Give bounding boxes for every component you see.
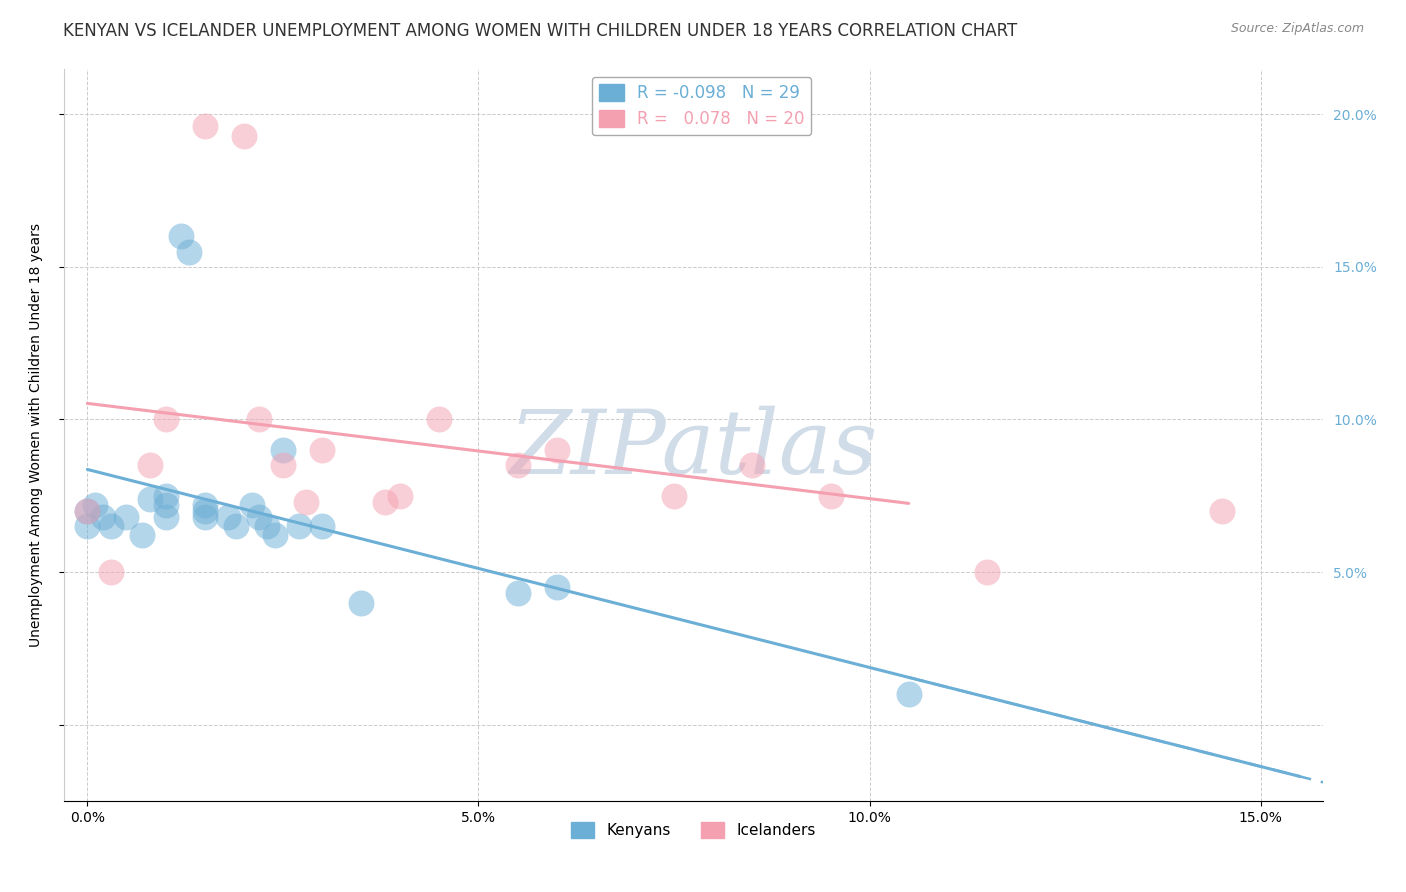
Point <box>155 510 177 524</box>
Point <box>429 412 451 426</box>
Point <box>287 519 309 533</box>
Point <box>249 412 271 426</box>
Point <box>741 458 763 473</box>
Point <box>155 412 177 426</box>
Point <box>225 519 247 533</box>
Point <box>389 489 412 503</box>
Point <box>194 510 217 524</box>
Point <box>1211 504 1233 518</box>
Point <box>115 510 138 524</box>
Point <box>271 442 294 457</box>
Point <box>76 504 98 518</box>
Point <box>350 595 373 609</box>
Point <box>897 687 920 701</box>
Point <box>506 458 529 473</box>
Point <box>820 489 842 503</box>
Point <box>170 229 193 244</box>
Point <box>232 128 254 143</box>
Point <box>194 120 217 134</box>
Point <box>311 519 333 533</box>
Point <box>177 244 200 259</box>
Point <box>100 519 122 533</box>
Text: ZIPatlas: ZIPatlas <box>509 406 877 492</box>
Text: KENYAN VS ICELANDER UNEMPLOYMENT AMONG WOMEN WITH CHILDREN UNDER 18 YEARS CORREL: KENYAN VS ICELANDER UNEMPLOYMENT AMONG W… <box>63 22 1018 40</box>
Point <box>374 495 396 509</box>
Point <box>249 510 271 524</box>
Point <box>546 580 568 594</box>
Point <box>295 495 318 509</box>
Point <box>194 498 217 512</box>
Point <box>84 498 107 512</box>
Point <box>91 510 114 524</box>
Point <box>264 528 287 542</box>
Point <box>139 491 162 506</box>
Point <box>311 442 333 457</box>
Point <box>131 528 153 542</box>
Point <box>662 489 685 503</box>
Text: Source: ZipAtlas.com: Source: ZipAtlas.com <box>1230 22 1364 36</box>
Point <box>240 498 263 512</box>
Legend: Kenyans, Icelanders: Kenyans, Icelanders <box>565 816 823 845</box>
Point <box>546 442 568 457</box>
Point <box>76 504 98 518</box>
Point <box>76 519 98 533</box>
Point <box>155 489 177 503</box>
Point <box>139 458 162 473</box>
Point <box>155 498 177 512</box>
Point <box>194 504 217 518</box>
Point <box>217 510 239 524</box>
Point <box>256 519 278 533</box>
Point <box>100 565 122 579</box>
Y-axis label: Unemployment Among Women with Children Under 18 years: Unemployment Among Women with Children U… <box>30 223 44 647</box>
Point <box>976 565 998 579</box>
Point <box>506 586 529 600</box>
Point <box>271 458 294 473</box>
